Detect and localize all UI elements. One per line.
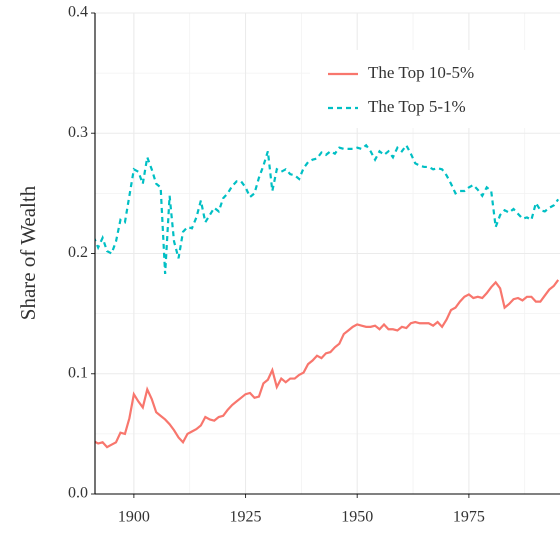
legend-label: The Top 10-5%	[368, 63, 474, 82]
x-tick-label: 1975	[453, 509, 485, 526]
x-tick-label: 1900	[118, 509, 150, 526]
y-tick-label: 0.0	[68, 485, 88, 502]
legend: The Top 10-5% The Top 5-1%	[310, 50, 560, 128]
y-tick-label: 0.4	[68, 4, 88, 21]
series-line	[95, 143, 560, 275]
y-tick-label: 0.2	[68, 244, 88, 261]
legend-box	[310, 50, 560, 128]
grid	[95, 12, 560, 495]
y-tick-label: 0.1	[68, 364, 88, 381]
series-line	[95, 279, 560, 449]
x-tick-label: 1925	[230, 509, 262, 526]
axes: 0.0 0.1 0.2 0.3 0.4 1900 1925 1950 1975	[68, 4, 560, 526]
y-tick-label: 0.3	[68, 124, 88, 141]
x-tick-label: 1950	[341, 509, 373, 526]
plot-lines	[95, 143, 560, 449]
legend-label: The Top 5-1%	[368, 97, 466, 116]
y-axis-label: Share of Wealth	[16, 185, 40, 320]
